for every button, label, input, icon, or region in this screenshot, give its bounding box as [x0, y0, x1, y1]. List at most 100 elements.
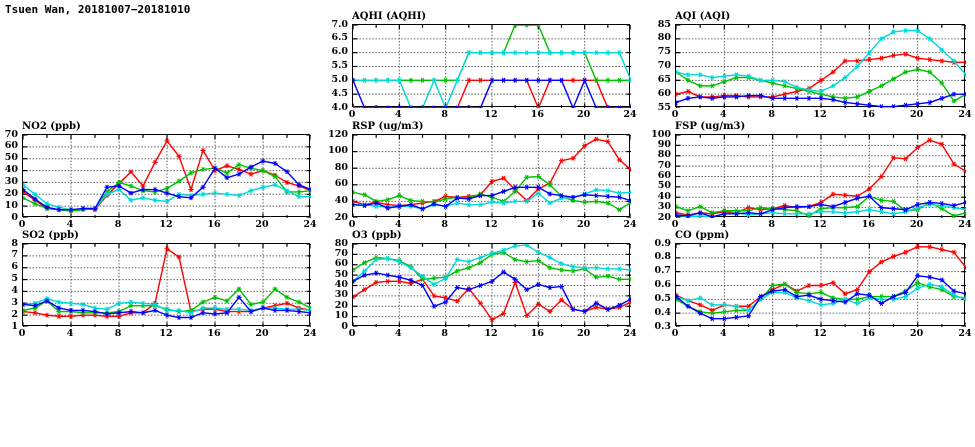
series-marker [685, 214, 691, 218]
series-marker [200, 166, 206, 172]
series-marker [806, 86, 812, 92]
series-line-o3-2 [353, 244, 631, 286]
plot-canvas-aqhi [353, 25, 631, 108]
series-marker [757, 94, 764, 100]
series-marker [164, 312, 170, 318]
series-marker [616, 157, 623, 163]
series-marker [685, 298, 691, 304]
series-marker [104, 311, 110, 317]
series-marker [224, 298, 230, 304]
series-marker [721, 79, 727, 85]
series-marker [477, 192, 484, 198]
series-marker [385, 77, 391, 83]
series-line-no2-0 [23, 140, 311, 212]
series-marker [806, 88, 812, 94]
series-marker [200, 191, 206, 197]
series-marker [236, 309, 242, 315]
series-marker [676, 204, 679, 210]
x-tick-label-aqi: 20 [910, 109, 924, 120]
series-marker [284, 307, 290, 313]
series-marker [443, 77, 449, 83]
series-marker [431, 77, 437, 83]
series-marker [733, 314, 740, 320]
series-marker [466, 287, 472, 293]
series-marker [878, 36, 885, 42]
series-marker [902, 249, 909, 255]
series-marker [570, 306, 576, 312]
series-marker [44, 298, 50, 304]
series-marker [842, 296, 848, 302]
series-marker [782, 287, 788, 293]
series-marker [878, 104, 885, 108]
series-marker [915, 205, 921, 211]
series-marker [176, 194, 182, 200]
series-marker [308, 307, 311, 313]
series-marker [224, 175, 230, 181]
series-marker [794, 84, 800, 90]
series-marker [68, 208, 74, 214]
x-tick-label-co: 8 [768, 328, 775, 339]
series-marker [308, 310, 311, 316]
series-marker [582, 265, 588, 271]
series-marker [830, 94, 836, 100]
series-marker [709, 307, 715, 313]
series-marker [628, 189, 631, 195]
series-marker [373, 257, 379, 263]
series-marker [477, 77, 484, 83]
series-line-aqi-2 [676, 29, 966, 93]
series-marker [500, 269, 507, 275]
series-marker [56, 207, 62, 213]
x-tick-label-so2: 16 [207, 328, 221, 339]
series-marker [443, 193, 449, 199]
series-marker [176, 314, 182, 321]
series-marker [296, 299, 302, 305]
series-marker [806, 204, 812, 210]
x-tick-label-so2: 8 [114, 328, 122, 339]
panel-title-no2: NO2 (ppb) [22, 121, 81, 132]
series-marker [408, 105, 414, 108]
series-marker [419, 273, 426, 279]
series-marker [443, 105, 449, 108]
series-marker [676, 212, 679, 218]
series-marker [500, 188, 507, 194]
y-tick-label-no2: 70 [4, 128, 18, 140]
series-marker [963, 296, 966, 302]
x-tick-label-rsp: 4 [395, 219, 402, 230]
series-marker [782, 211, 788, 217]
series-marker [535, 186, 541, 192]
series-marker [396, 258, 402, 264]
x-tick-label-so2: 12 [159, 328, 173, 339]
series-marker [248, 165, 254, 171]
series-marker [939, 95, 945, 101]
series-marker [373, 105, 379, 108]
series-marker [547, 180, 553, 186]
series-marker [616, 207, 623, 213]
series-marker [524, 198, 530, 204]
y-tick-label-no2: 20 [4, 187, 18, 199]
series-line-fsp-1 [676, 195, 966, 217]
series-marker [396, 274, 402, 280]
series-marker [890, 52, 897, 58]
series-marker [628, 276, 631, 282]
series-marker [535, 258, 541, 264]
series-marker [818, 91, 824, 97]
series-marker [353, 77, 356, 83]
series-marker [676, 91, 679, 97]
series-marker [212, 294, 218, 300]
series-marker [782, 91, 788, 97]
series-marker [373, 199, 379, 205]
plot-area-so2 [22, 243, 311, 327]
series-marker [770, 206, 776, 212]
series-marker [128, 310, 134, 316]
x-tick-label-aqi: 8 [768, 109, 775, 120]
series-marker [721, 302, 727, 308]
x-tick-label-aqi: 0 [671, 109, 679, 120]
series-marker [782, 205, 788, 211]
series-line-so2-3 [23, 296, 311, 319]
series-marker [794, 204, 800, 210]
series-line-o3-0 [353, 278, 631, 321]
series-marker [757, 205, 764, 211]
